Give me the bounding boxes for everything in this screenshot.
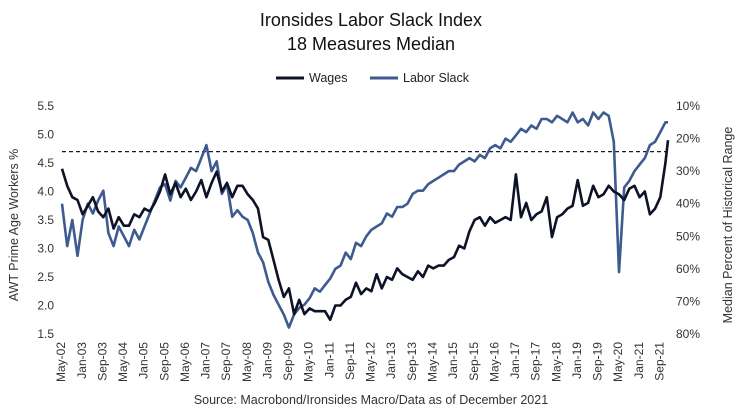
x-tick-label: Jan-03 bbox=[75, 342, 89, 379]
x-tick-label: May-06 bbox=[178, 342, 192, 382]
y-tick-label: 1.5 bbox=[37, 327, 54, 341]
y-tick-label: 3.5 bbox=[37, 213, 54, 227]
y2-tick-label: 70% bbox=[676, 294, 700, 308]
chart-title: Ironsides Labor Slack Index bbox=[260, 10, 482, 30]
y-tick-label: 5.5 bbox=[37, 99, 54, 113]
y-tick-label: 2.0 bbox=[37, 299, 54, 313]
y2-tick-label: 60% bbox=[676, 262, 700, 276]
x-tick-label: May-14 bbox=[426, 342, 440, 382]
series-line-wages bbox=[60, 140, 670, 322]
y-tick-label: 4.5 bbox=[37, 156, 54, 170]
x-tick-label: Sep-07 bbox=[219, 342, 233, 381]
plot-area bbox=[60, 111, 670, 329]
x-tick-label: Sep-17 bbox=[529, 342, 543, 381]
y2-tick-label: 20% bbox=[676, 132, 700, 146]
x-tick-label: Jan-09 bbox=[260, 342, 274, 379]
x-tick-label: Sep-13 bbox=[405, 342, 419, 381]
x-tick-label: Sep-11 bbox=[343, 342, 357, 380]
x-tick-label: May-02 bbox=[54, 342, 68, 382]
x-tick-label: May-20 bbox=[611, 342, 625, 382]
chart-subtitle: 18 Measures Median bbox=[287, 34, 455, 54]
series-line-labor-slack bbox=[60, 111, 668, 329]
x-tick-label: Jan-13 bbox=[384, 342, 398, 379]
legend: Wages Labor Slack bbox=[276, 71, 470, 85]
x-tick-label: May-12 bbox=[364, 342, 378, 382]
x-tick-label: May-10 bbox=[302, 342, 316, 382]
legend-label-labor-slack: Labor Slack bbox=[403, 71, 470, 85]
y2-axis-ticks: 10% 20% 30% 40% 50% 60% 70% 80% bbox=[676, 99, 700, 341]
y-tick-label: 4.0 bbox=[37, 185, 54, 199]
x-axis-ticks: May-02 Jan-03 Sep-03 May-04 Jan-05 Sep-05 May-… bbox=[54, 342, 666, 382]
y2-tick-label: 80% bbox=[676, 327, 700, 341]
x-tick-label: Jan-05 bbox=[137, 342, 151, 379]
x-tick-label: Jan-11 bbox=[322, 342, 336, 378]
x-tick-label: Sep-21 bbox=[652, 342, 666, 381]
x-tick-label: Jan-17 bbox=[508, 342, 522, 379]
x-tick-label: Jan-21 bbox=[632, 342, 646, 379]
y2-tick-label: 40% bbox=[676, 197, 700, 211]
y-axis-title: AWT Prime Age Workers % bbox=[7, 149, 21, 302]
y-tick-label: 3.0 bbox=[37, 242, 54, 256]
x-tick-label: May-16 bbox=[487, 342, 501, 382]
x-tick-label: Jan-15 bbox=[446, 342, 460, 379]
legend-label-wages: Wages bbox=[309, 71, 347, 85]
x-tick-label: Jan-07 bbox=[199, 342, 213, 379]
x-tick-label: May-04 bbox=[116, 342, 130, 382]
y-tick-label: 2.5 bbox=[37, 270, 54, 284]
x-tick-label: May-18 bbox=[549, 342, 563, 382]
x-tick-label: May-08 bbox=[240, 342, 254, 382]
y2-tick-label: 50% bbox=[676, 229, 700, 243]
y2-tick-label: 10% bbox=[676, 99, 700, 113]
y2-tick-label: 30% bbox=[676, 164, 700, 178]
x-tick-label: Sep-03 bbox=[95, 342, 109, 381]
y-axis-ticks: 1.5 2.0 2.5 3.0 3.5 4.0 4.5 5.0 5.5 bbox=[37, 99, 54, 341]
x-tick-label: Sep-05 bbox=[157, 342, 171, 381]
x-tick-label: Sep-09 bbox=[281, 342, 295, 381]
y-tick-label: 5.0 bbox=[37, 128, 54, 142]
x-tick-label: Jan-19 bbox=[570, 342, 584, 379]
x-tick-label: Sep-15 bbox=[467, 342, 481, 381]
y2-axis-title: Median Percent of Historical Range bbox=[721, 127, 735, 324]
x-tick-label: Sep-19 bbox=[591, 342, 605, 381]
source-note: Source: Macrobond/Ironsides Macro/Data a… bbox=[194, 393, 548, 407]
